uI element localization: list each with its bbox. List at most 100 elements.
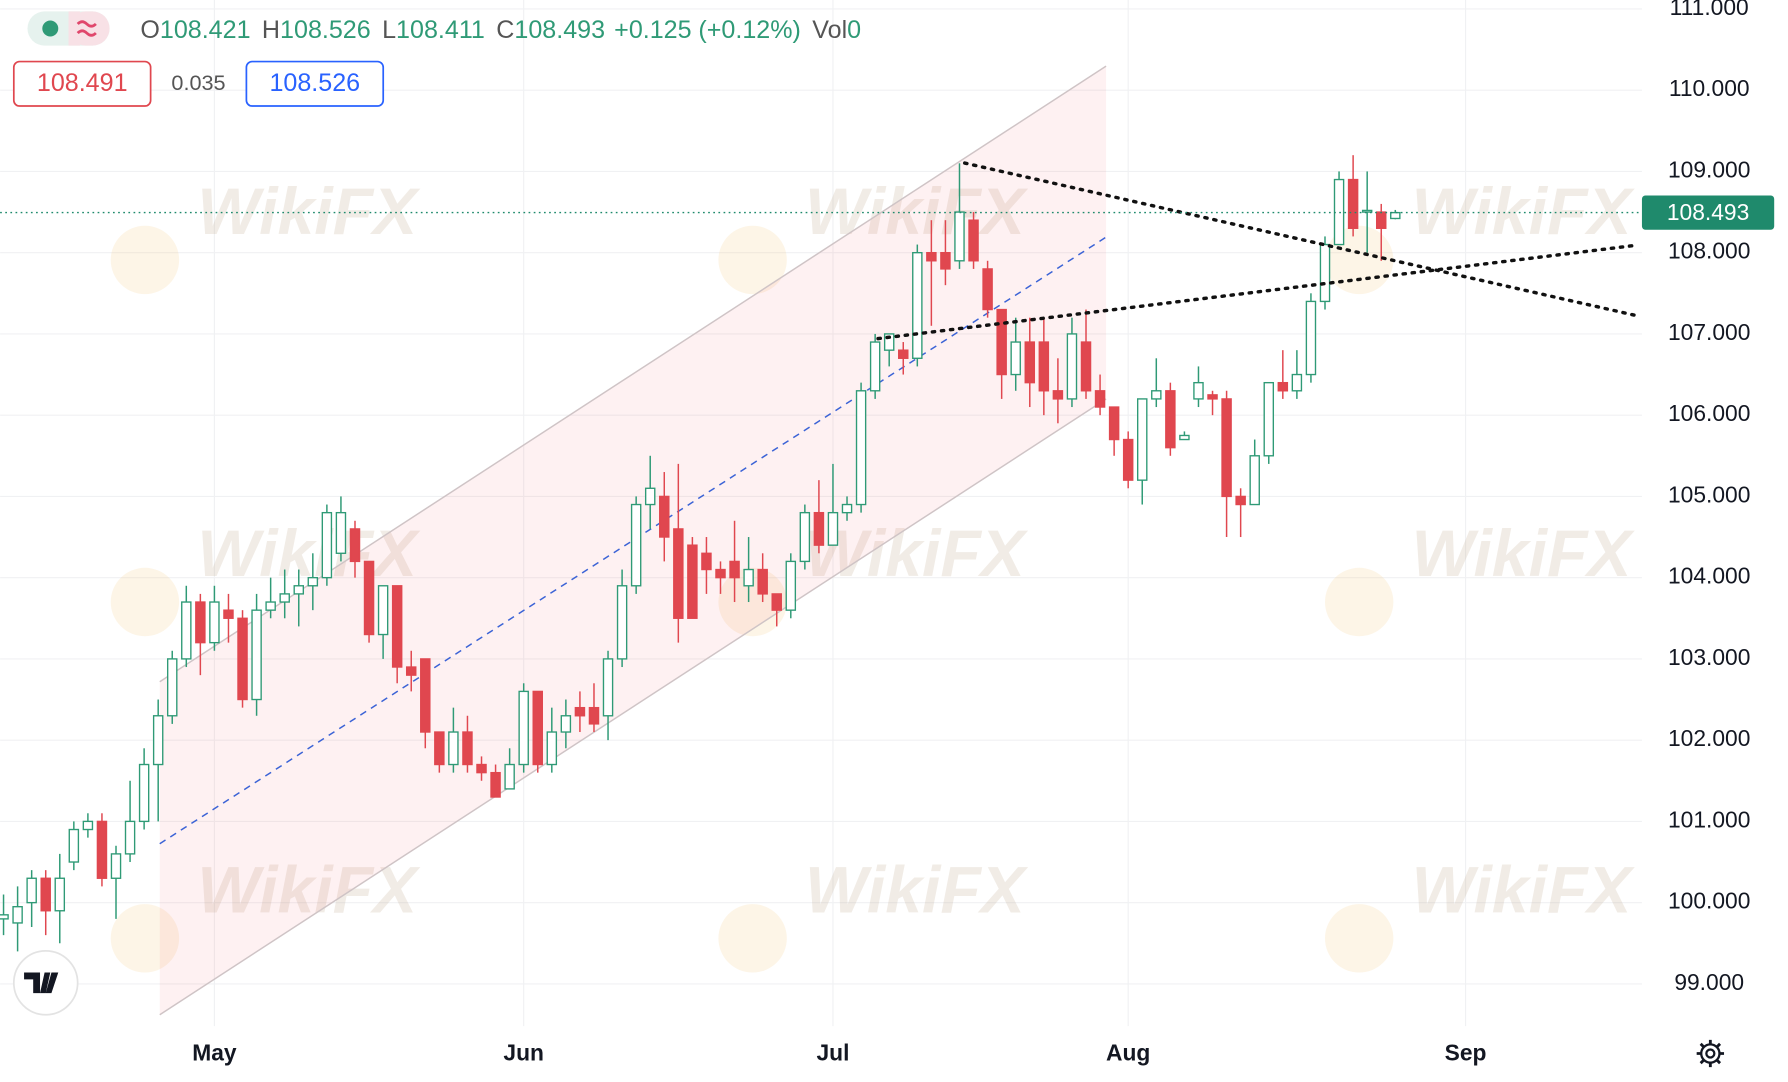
settings-icon[interactable] [1696, 1039, 1725, 1068]
candle-body [729, 560, 740, 579]
candle-body [1010, 341, 1021, 376]
watermark: WikiFX [1412, 853, 1636, 927]
candle-body [26, 877, 37, 904]
candle-body [1165, 390, 1176, 449]
candle-body [968, 219, 979, 262]
status-pill-mid [68, 11, 80, 46]
candle-body [265, 601, 276, 611]
candle-body [166, 658, 178, 717]
watermark-logo [1324, 904, 1394, 973]
candle-body [715, 568, 726, 579]
candle-body [518, 690, 529, 766]
gear-hub [1705, 1048, 1716, 1059]
candle-body [574, 706, 586, 717]
candle-body [1333, 178, 1345, 246]
candle-body [827, 511, 839, 546]
x-tick-label: Jul [816, 1040, 849, 1066]
x-tick-label: Aug [1106, 1040, 1150, 1066]
candle-body [504, 763, 515, 790]
trendline-down [962, 161, 1640, 318]
watermark-logo [718, 904, 787, 973]
candle-body [1080, 341, 1092, 392]
y-tick-label: 102.000 [1668, 725, 1750, 751]
price-label-box [1641, 195, 1775, 230]
candle-body [448, 731, 459, 766]
label: L [382, 15, 396, 43]
candle-body [1390, 211, 1401, 220]
candle-body [855, 390, 867, 506]
market-open-dot [42, 20, 59, 37]
buy-button[interactable] [245, 60, 385, 107]
candle-body [1024, 341, 1036, 384]
candle-body [12, 906, 23, 924]
y-tick-label: 99.000 [1674, 969, 1744, 995]
watermark-logo [110, 567, 180, 637]
candle-body [771, 593, 782, 611]
candle-body [293, 585, 305, 595]
candle-body [841, 503, 853, 514]
candle-body [237, 617, 248, 701]
candles [0, 155, 1401, 952]
label: C [496, 15, 514, 43]
candle-body [1052, 390, 1064, 400]
watermark-logo [1324, 567, 1394, 637]
candle-body [588, 706, 600, 725]
candle-body [209, 601, 220, 644]
sell-button[interactable] [12, 60, 152, 107]
candle-body [110, 853, 122, 879]
candle-body [152, 715, 164, 766]
candle-body [40, 877, 51, 912]
candle-body [138, 763, 150, 823]
candle-body [616, 585, 628, 660]
y-tick-label: 100.000 [1668, 888, 1750, 914]
candle-body [1277, 381, 1289, 392]
label: O [140, 15, 160, 43]
candle-body [883, 333, 895, 351]
watermark-logo [718, 567, 787, 637]
value: 108.411 [396, 15, 485, 43]
candle-body [1361, 209, 1373, 213]
candle-body [1193, 381, 1204, 400]
value: 108.526 [280, 15, 371, 43]
candle-body [377, 585, 389, 636]
candle-body [1066, 333, 1078, 400]
candle-body [1179, 434, 1190, 441]
candle-body [532, 690, 543, 766]
candle-body [799, 511, 811, 563]
candle-body [743, 568, 754, 587]
y-tick-label: 106.000 [1668, 400, 1750, 426]
candle-body [898, 349, 909, 359]
watermark-logo [718, 225, 787, 295]
candle-body [82, 820, 94, 831]
candle-body [335, 511, 347, 554]
candle-body [251, 609, 262, 701]
y-tick-label: 111.000 [1670, 0, 1749, 20]
value: 108.493 [514, 15, 605, 43]
gear-teeth [1696, 1039, 1725, 1068]
label: Vol [812, 15, 847, 43]
candle-body [1319, 243, 1331, 303]
candle-body [54, 877, 66, 912]
candle-body [546, 731, 558, 766]
candle-body [1151, 390, 1162, 400]
candle-body [405, 666, 417, 676]
candle-body [223, 609, 234, 619]
candle-body [1305, 300, 1317, 376]
y-tick-label: 101.000 [1668, 806, 1750, 832]
candle-body [391, 585, 403, 668]
candle-body [1291, 373, 1303, 392]
candle-body [813, 511, 825, 546]
candle-body [687, 544, 698, 619]
candle-body [869, 341, 881, 392]
change-percent: (+0.12%) [698, 15, 800, 43]
candle-body [420, 658, 431, 733]
candle-body [1108, 406, 1120, 441]
spread: 0.035 [171, 70, 225, 95]
candle-body [1249, 455, 1260, 506]
x-tick-label: Jun [503, 1040, 544, 1066]
trendline-up [876, 243, 1640, 341]
candle-body [996, 308, 1007, 376]
candle-body [363, 560, 375, 636]
candle-body [195, 601, 206, 644]
